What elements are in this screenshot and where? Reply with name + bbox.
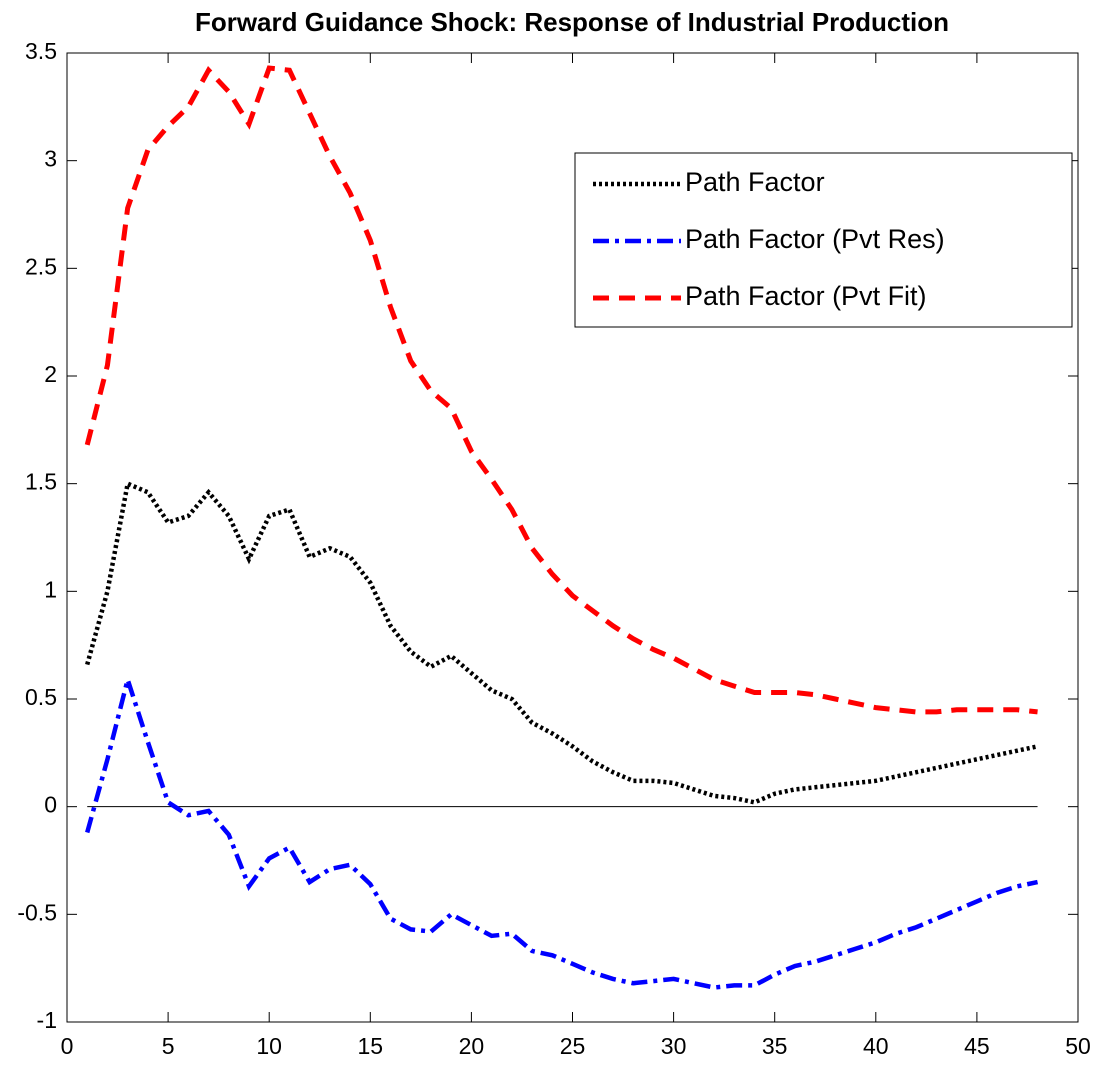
- y-tick-label: -1: [37, 1007, 57, 1033]
- series-line: [85, 480, 1039, 805]
- x-tick-label: 25: [560, 1033, 586, 1059]
- legend-label: Path Factor (Pvt Fit): [685, 281, 927, 311]
- x-tick-label: 40: [863, 1033, 889, 1059]
- y-tick-label: 0: [44, 792, 57, 818]
- y-tick-label: 0.5: [25, 684, 57, 710]
- legend-label: Path Factor: [685, 167, 825, 197]
- y-tick-label: 1.5: [25, 469, 57, 495]
- x-tick-label: 15: [358, 1033, 384, 1059]
- x-tick-label: 0: [61, 1033, 74, 1059]
- x-tick-label: 50: [1065, 1033, 1091, 1059]
- x-tick-label: 20: [459, 1033, 485, 1059]
- series-line: [85, 671, 1039, 990]
- x-tick-label: 5: [162, 1033, 175, 1059]
- y-tick-label: 2.5: [25, 253, 57, 279]
- x-tick-label: 35: [762, 1033, 788, 1059]
- y-tick-label: 3.5: [25, 38, 57, 64]
- y-tick-label: 2: [44, 361, 57, 387]
- legend-label: Path Factor (Pvt Res): [685, 224, 945, 254]
- chart-title: Forward Guidance Shock: Response of Indu…: [195, 7, 949, 37]
- series-line: [84, 65, 1038, 715]
- x-tick-label: 45: [964, 1033, 990, 1059]
- plot-frame: [66, 52, 1079, 1023]
- y-tick-label: 1: [44, 576, 57, 602]
- y-tick-label: -0.5: [17, 899, 57, 925]
- x-tick-label: 10: [256, 1033, 282, 1059]
- x-tick-label: 30: [661, 1033, 687, 1059]
- y-tick-label: 3: [44, 146, 57, 172]
